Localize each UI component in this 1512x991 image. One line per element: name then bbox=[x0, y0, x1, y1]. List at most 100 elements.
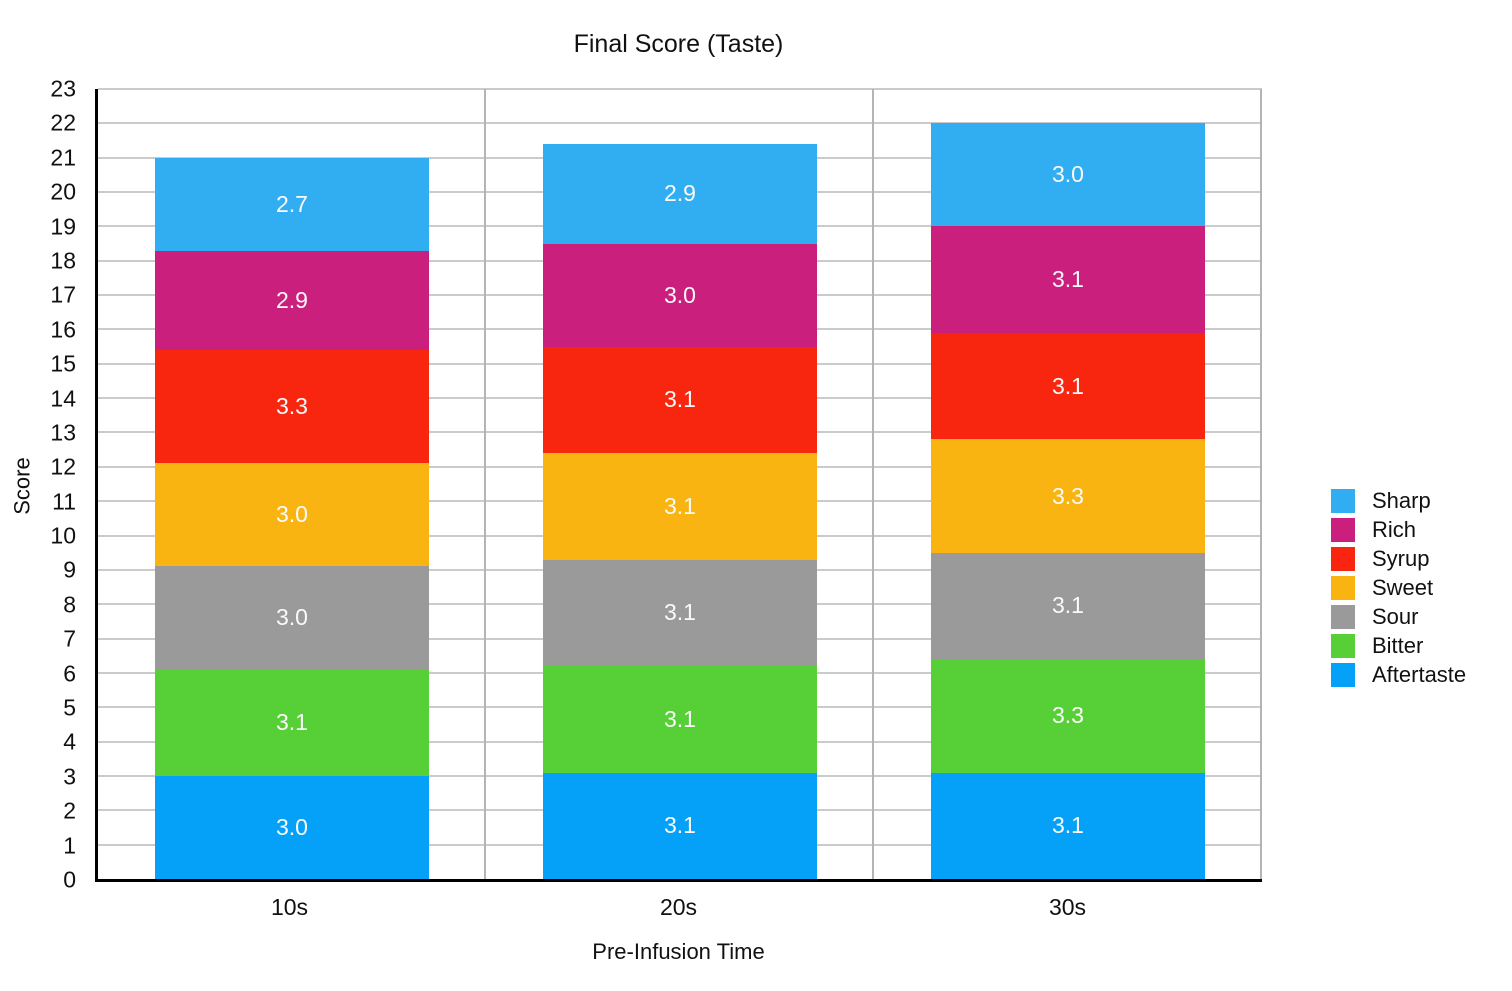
bar-30s: 3.1 3.3 3.1 3.3 3.1 3.1 3.0 bbox=[930, 89, 1206, 879]
segment-sour-20s: 3.1 bbox=[542, 559, 818, 667]
legend-swatch-aftertaste bbox=[1331, 663, 1355, 687]
legend-row-sweet: Sweet bbox=[1331, 575, 1466, 600]
bar-value-label: 3.1 bbox=[1052, 266, 1084, 293]
bar-value-label: 3.1 bbox=[664, 492, 696, 519]
segment-aftertaste-20s: 3.1 bbox=[542, 772, 818, 879]
y-tick-label-14: 14 bbox=[50, 385, 76, 412]
bar-value-label: 3.0 bbox=[276, 813, 308, 840]
segment-sweet-30s: 3.3 bbox=[930, 439, 1206, 553]
legend-label-syrup: Syrup bbox=[1372, 546, 1430, 571]
chart-title: Final Score (Taste) bbox=[573, 30, 784, 58]
y-tick-label-21: 21 bbox=[50, 144, 76, 171]
legend-row-sharp: Sharp bbox=[1331, 488, 1466, 513]
segment-aftertaste-10s: 3.0 bbox=[154, 775, 430, 879]
segment-rich-10s: 2.9 bbox=[154, 250, 430, 351]
y-tick-label-11: 11 bbox=[52, 488, 76, 515]
y-tick-label-13: 13 bbox=[50, 419, 76, 446]
segment-bitter-10s: 3.1 bbox=[154, 669, 430, 776]
y-tick-label-5: 5 bbox=[63, 694, 76, 721]
segment-syrup-30s: 3.1 bbox=[930, 332, 1206, 440]
bar-value-label: 3.0 bbox=[664, 281, 696, 308]
segment-sweet-20s: 3.1 bbox=[542, 453, 818, 560]
y-tick-label-10: 10 bbox=[50, 522, 76, 549]
bar-value-label: 3.0 bbox=[276, 501, 308, 528]
segment-bitter-30s: 3.3 bbox=[930, 659, 1206, 773]
y-tick-label-1: 1 bbox=[63, 832, 76, 859]
segment-aftertaste-30s: 3.1 bbox=[930, 772, 1206, 879]
x-axis-ticks: 10s 20s 30s bbox=[95, 894, 1262, 921]
bar-value-label: 3.1 bbox=[276, 709, 308, 736]
segment-sour-10s: 3.0 bbox=[154, 566, 430, 670]
bar-value-label: 3.1 bbox=[664, 386, 696, 413]
bar-10s: 3.0 3.1 3.0 3.0 3.3 2.9 2.7 bbox=[154, 89, 430, 879]
plot-area: 3.0 3.1 3.0 3.0 3.3 2.9 2.7 3.1 3.1 3.1 3.1 3.1 3.0 2… bbox=[95, 88, 1262, 882]
segment-sharp-30s: 3.0 bbox=[930, 123, 1206, 227]
legend-label-bitter: Bitter bbox=[1372, 633, 1424, 658]
y-tick-label-7: 7 bbox=[63, 625, 76, 652]
y-tick-label-20: 20 bbox=[50, 178, 76, 205]
y-tick-label-15: 15 bbox=[50, 350, 76, 377]
bar-value-label: 3.1 bbox=[664, 705, 696, 732]
x-tick-label-20s: 20s bbox=[659, 894, 698, 920]
bar-value-label: 2.7 bbox=[276, 190, 308, 217]
legend-swatch-syrup bbox=[1331, 547, 1355, 571]
bar-value-label: 3.3 bbox=[276, 393, 308, 420]
segment-syrup-10s: 3.3 bbox=[154, 350, 430, 464]
segment-rich-20s: 3.0 bbox=[542, 243, 818, 347]
segment-bitter-20s: 3.1 bbox=[542, 666, 818, 773]
legend-swatch-bitter bbox=[1331, 634, 1355, 658]
y-axis-ticks: 0 1 2 3 4 5 6 7 8 9 10 11 12 13 14 15 16 17 18 19 20 21 22 23 bbox=[0, 76, 76, 893]
y-tick-label-16: 16 bbox=[50, 316, 76, 343]
bar-value-label: 2.9 bbox=[664, 180, 696, 207]
legend-swatch-sour bbox=[1331, 605, 1355, 629]
y-tick-label-4: 4 bbox=[63, 728, 76, 755]
bar-20s: 3.1 3.1 3.1 3.1 3.1 3.0 2.9 bbox=[542, 89, 818, 879]
y-tick-label-23: 23 bbox=[50, 75, 76, 102]
v-gridline-2 bbox=[871, 89, 874, 879]
segment-rich-30s: 3.1 bbox=[930, 226, 1206, 333]
y-tick-label-3: 3 bbox=[63, 763, 76, 790]
h-gridline-23 bbox=[98, 88, 1262, 90]
x-axis-title: Pre-Infusion Time bbox=[592, 939, 765, 964]
x-tick-label-30s: 30s bbox=[1048, 894, 1087, 920]
v-gridline-1 bbox=[483, 89, 486, 879]
legend-label-sweet: Sweet bbox=[1372, 575, 1434, 600]
bar-value-label: 3.1 bbox=[664, 599, 696, 626]
bar-value-label: 3.1 bbox=[1052, 372, 1084, 399]
legend: Sharp Rich Syrup Sweet Sour Bitter Aftertaste bbox=[1331, 488, 1467, 692]
legend-swatch-rich bbox=[1331, 518, 1355, 542]
legend-label-sharp: Sharp bbox=[1372, 488, 1431, 513]
y-tick-label-0: 0 bbox=[63, 866, 76, 893]
legend-row-rich: Rich bbox=[1331, 517, 1466, 542]
segment-sharp-10s: 2.7 bbox=[154, 157, 430, 251]
bar-value-label: 3.1 bbox=[1052, 592, 1084, 619]
y-tick-label-17: 17 bbox=[50, 281, 76, 308]
bar-value-label: 3.3 bbox=[1052, 702, 1084, 729]
bar-value-label: 3.3 bbox=[1052, 482, 1084, 509]
bar-value-label: 3.0 bbox=[1052, 161, 1084, 188]
legend-swatch-sharp bbox=[1331, 489, 1355, 513]
bar-value-label: 3.0 bbox=[276, 604, 308, 631]
y-tick-label-12: 12 bbox=[50, 453, 76, 480]
legend-row-aftertaste: Aftertaste bbox=[1331, 662, 1467, 687]
segment-syrup-20s: 3.1 bbox=[542, 346, 818, 454]
y-tick-label-19: 19 bbox=[50, 213, 76, 240]
legend-row-syrup: Syrup bbox=[1331, 546, 1466, 571]
legend-label-aftertaste: Aftertaste bbox=[1372, 662, 1467, 687]
bar-value-label: 3.1 bbox=[1052, 812, 1084, 839]
segment-sharp-20s: 2.9 bbox=[542, 144, 818, 244]
v-gridline-3 bbox=[1260, 89, 1262, 879]
bar-value-label: 3.1 bbox=[664, 812, 696, 839]
x-tick-label-10s: 10s bbox=[270, 894, 309, 920]
legend-swatch-sweet bbox=[1331, 576, 1355, 600]
legend-label-sour: Sour bbox=[1372, 604, 1419, 629]
y-tick-label-18: 18 bbox=[50, 247, 76, 274]
legend-label-rich: Rich bbox=[1372, 517, 1417, 542]
bar-value-label: 2.9 bbox=[276, 286, 308, 313]
legend-row-sour: Sour bbox=[1331, 604, 1466, 629]
y-tick-label-22: 22 bbox=[50, 109, 76, 136]
legend-row-bitter: Bitter bbox=[1331, 633, 1466, 658]
segment-sour-30s: 3.1 bbox=[930, 552, 1206, 660]
segment-sweet-10s: 3.0 bbox=[154, 463, 430, 567]
